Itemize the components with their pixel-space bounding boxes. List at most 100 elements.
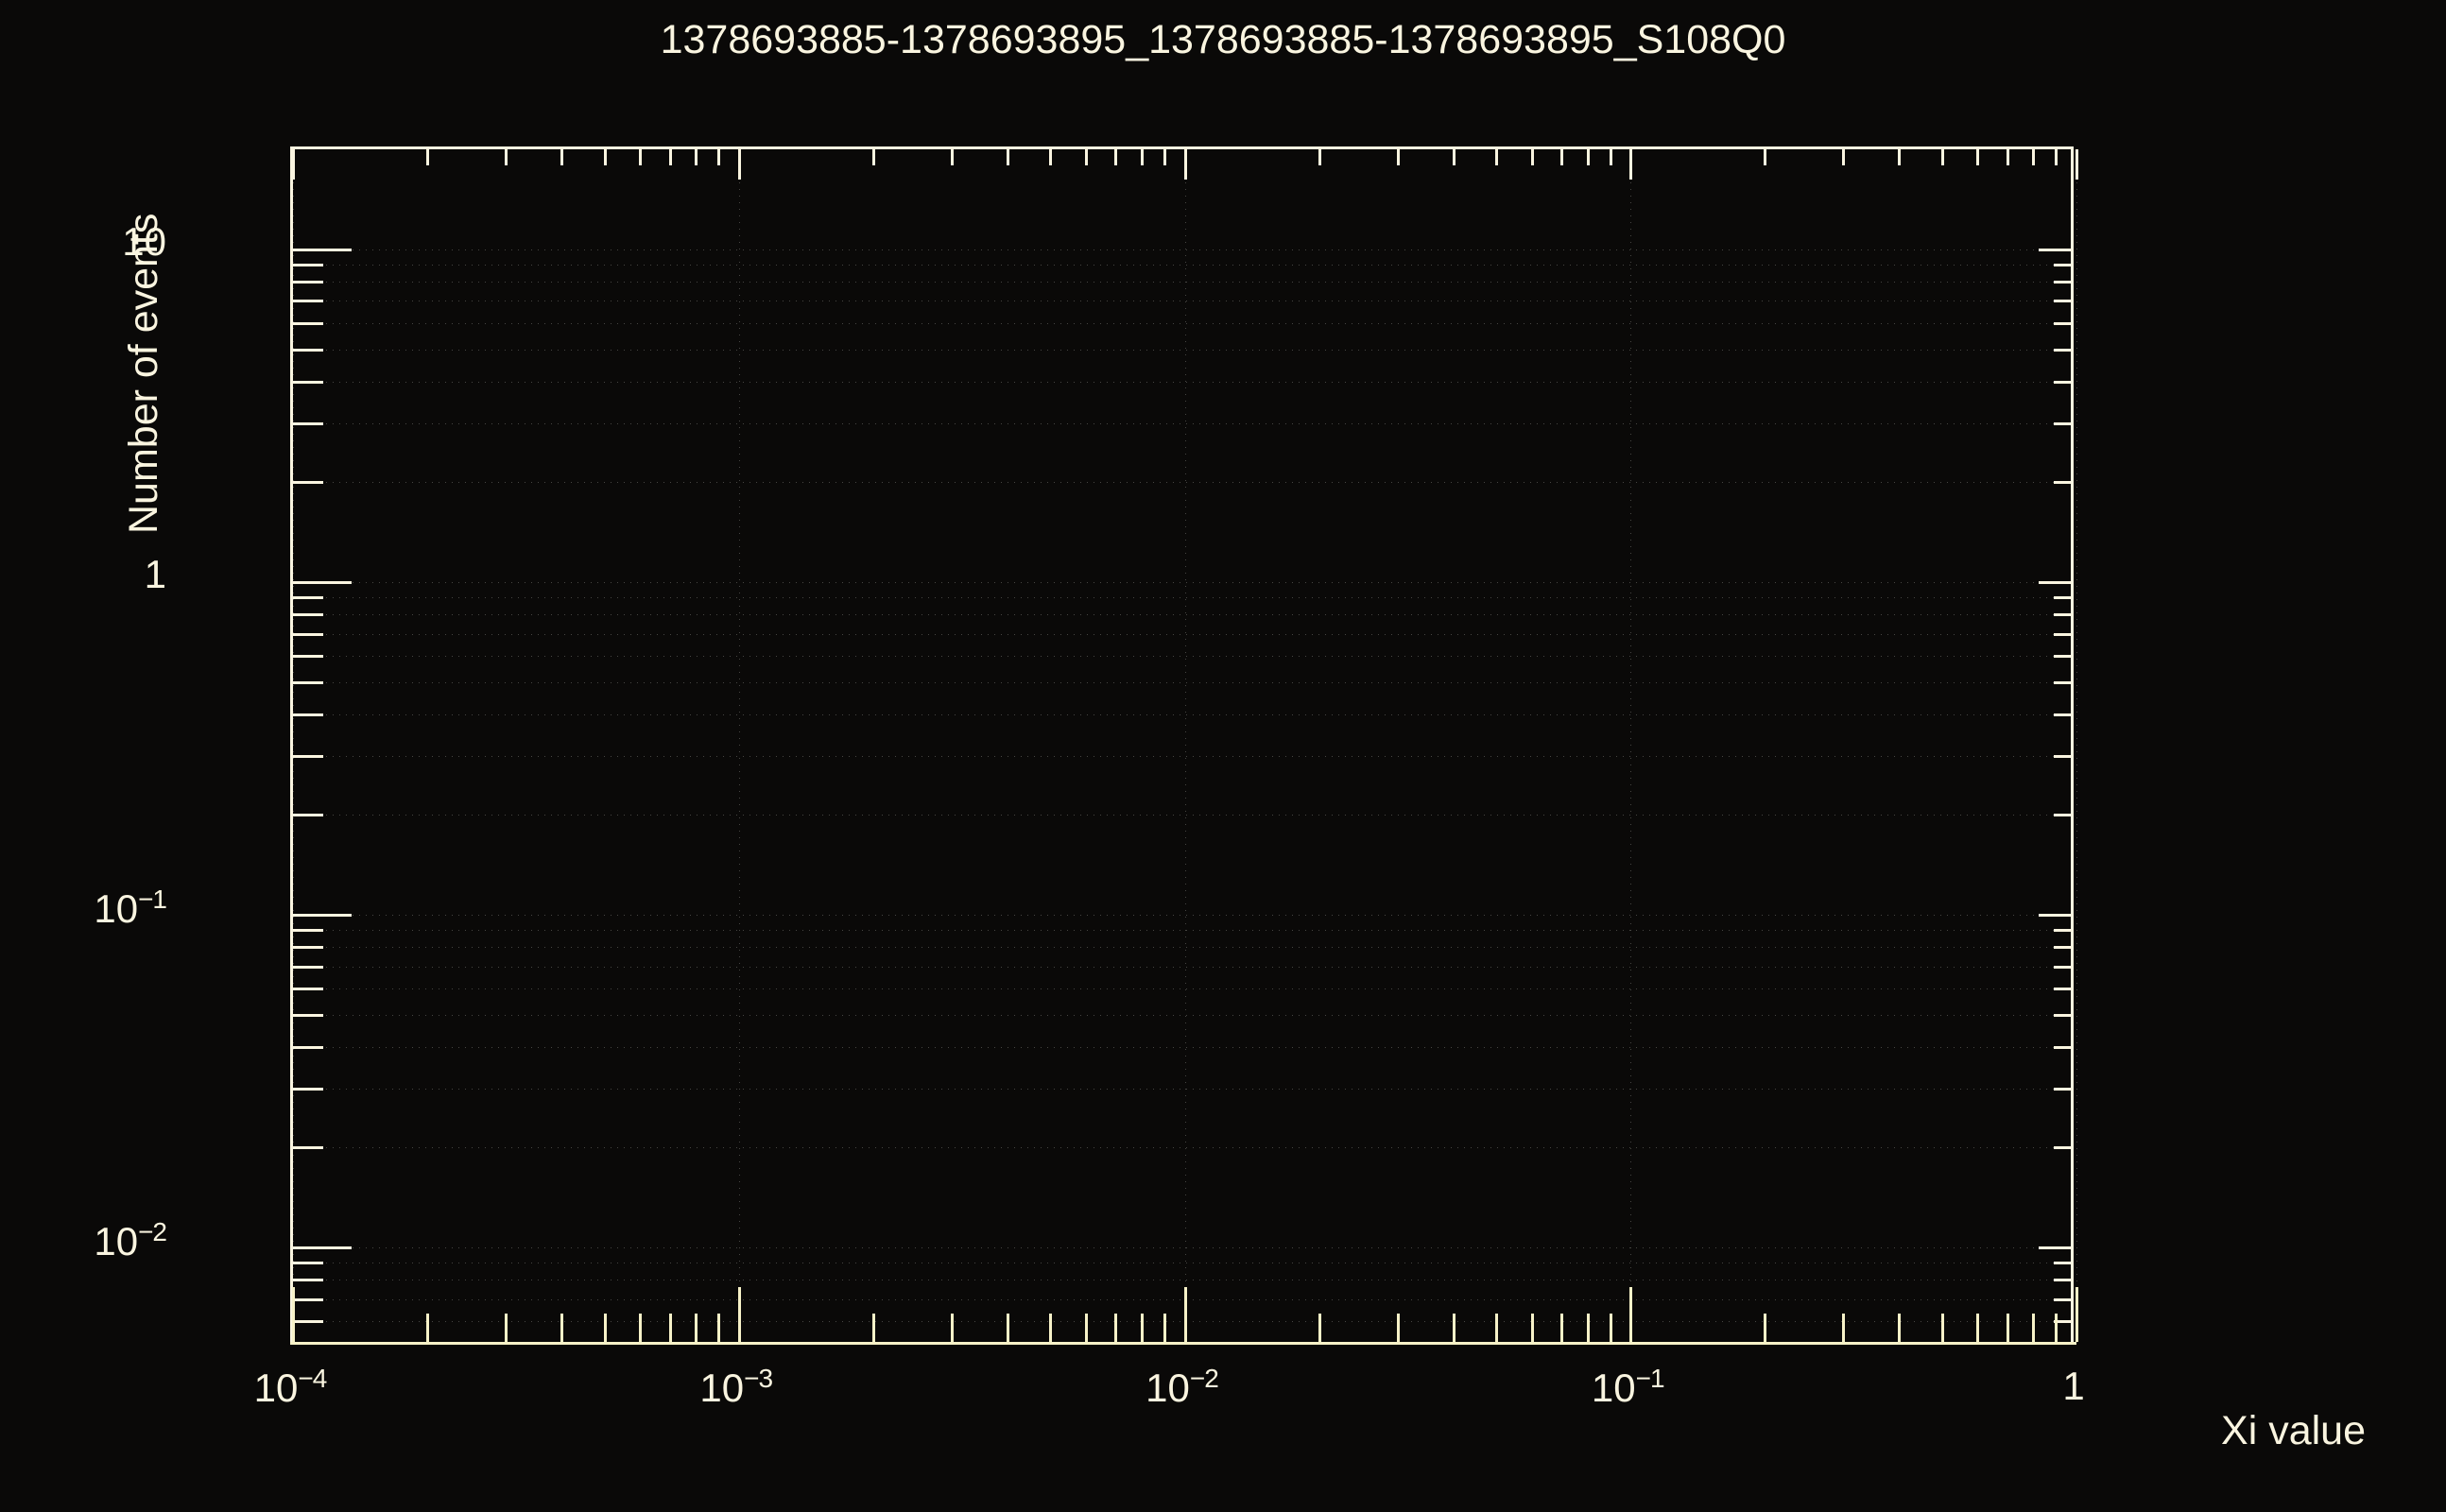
y-tick-minor-right [2054,1320,2071,1324]
y-tick-minor [293,1297,323,1301]
x-tick-major-top [737,149,741,180]
y-tick-minor-right [2054,632,2071,636]
y-tick-minor [293,481,323,485]
gridline-vertical [738,149,740,1342]
y-tick-minor-right [2054,1088,2071,1091]
x-tick-major [1629,1287,1633,1342]
y-tick-minor-right [2054,814,2071,817]
y-tick-minor [293,322,323,326]
gridline-horizontal [293,349,2071,351]
x-tick-minor [1609,1314,1612,1342]
x-tick-minor [1318,1314,1321,1342]
x-tick-minor-top [1842,149,1846,165]
x-tick-minor [1452,1314,1456,1342]
x-tick-minor [950,1314,954,1342]
y-tick-minor-right [2054,929,2071,933]
gridline-horizontal [293,681,2071,683]
x-tick-minor [560,1314,564,1342]
gridline-horizontal [293,597,2071,599]
y-tick-minor [293,1279,323,1282]
x-tick-label: 1 [2062,1364,2085,1408]
x-tick-minor-top [1006,149,1009,165]
y-tick-label: 10−2 [94,1217,167,1264]
gridline-horizontal [293,1047,2071,1049]
x-tick-minor-top [1530,149,1534,165]
x-tick-minor-top [1976,149,1980,165]
y-tick-label: 1 [144,551,166,596]
x-tick-minor-top [950,149,954,165]
x-tick-minor-top [1396,149,1400,165]
x-tick-minor-top [668,149,672,165]
x-tick-minor-top [1898,149,1902,165]
y-tick-major [293,248,352,251]
gridline-horizontal [293,1014,2071,1016]
x-axis-title: Xi value [2221,1408,2366,1453]
x-tick-minor [1140,1314,1144,1342]
x-tick-minor-top [1940,149,1944,165]
y-tick-minor-right [2054,655,2071,659]
y-tick-minor [293,596,323,600]
y-tick-minor [293,655,323,659]
x-tick-minor [2032,1314,2036,1342]
x-tick-major-top [1629,149,1633,180]
y-tick-minor-right [2054,1046,2071,1050]
gridline-horizontal [293,323,2071,325]
gridline-horizontal [293,930,2071,932]
gridline-horizontal [293,265,2071,266]
y-tick-minor-right [2054,481,2071,485]
x-tick-minor [717,1314,721,1342]
x-tick-minor-top [1764,149,1767,165]
x-tick-minor [1114,1314,1118,1342]
x-tick-minor [1586,1314,1590,1342]
x-tick-minor [1940,1314,1944,1342]
gridline-horizontal [293,966,2071,968]
y-tick-minor-right [2054,755,2071,759]
gridline-vertical [1184,149,1186,1342]
x-tick-major [292,1287,295,1342]
x-tick-minor-top [426,149,429,165]
y-tick-minor [293,1088,323,1091]
x-tick-minor-top [1114,149,1118,165]
x-tick-minor [1163,1314,1166,1342]
y-tick-major-right [2039,248,2071,251]
y-tick-major-right [2039,914,2071,917]
y-tick-minor [293,1146,323,1150]
page-title: 1378693885-1378693895_1378693885-1378693… [660,17,1786,62]
gridline-horizontal [293,1298,2071,1300]
x-tick-minor [426,1314,429,1342]
x-tick-minor-top [717,149,721,165]
x-tick-minor [871,1314,875,1342]
gridline-horizontal [293,656,2071,658]
x-tick-minor [505,1314,508,1342]
y-tick-minor [293,381,323,385]
x-tick-minor-top [2006,149,2009,165]
y-tick-major-right [2039,580,2071,584]
x-tick-minor-top [560,149,564,165]
x-tick-minor [1530,1314,1534,1342]
x-tick-minor-top [1318,149,1321,165]
y-tick-minor [293,300,323,303]
y-tick-minor [293,264,323,267]
gridline-vertical [293,149,294,1342]
x-tick-minor [1560,1314,1564,1342]
y-tick-minor [293,632,323,636]
y-tick-minor [293,1013,323,1017]
x-tick-major-top [1183,149,1187,180]
y-axis-title: Number of events [121,213,166,534]
x-tick-major-top [292,149,295,180]
x-tick-minor-top [639,149,643,165]
x-tick-major-top [2076,149,2078,180]
gridline-horizontal [293,282,2071,284]
gridline-horizontal [293,947,2071,949]
x-tick-major [737,1287,741,1342]
y-tick-minor [293,1262,323,1265]
x-axis-line [290,1342,2076,1345]
gridline-horizontal [293,1147,2071,1149]
y-tick-minor-right [2054,988,2071,991]
x-tick-minor [668,1314,672,1342]
y-tick-label: 10−1 [94,885,167,931]
x-tick-minor-top [871,149,875,165]
y-tick-minor [293,713,323,717]
x-tick-minor [1764,1314,1767,1342]
